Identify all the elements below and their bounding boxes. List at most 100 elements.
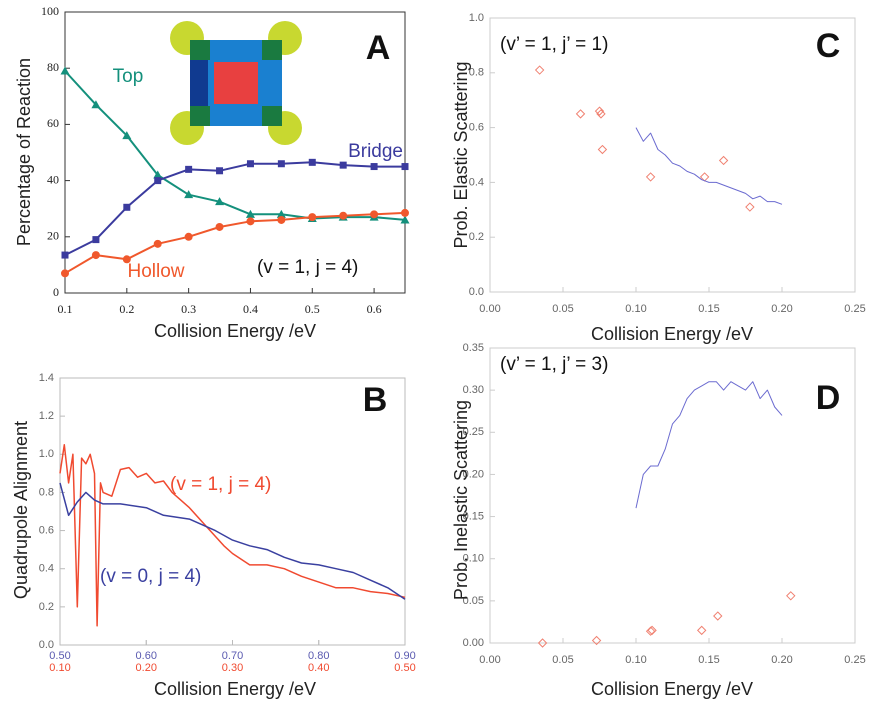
- y-tick-label: 0.10: [463, 553, 484, 565]
- marker: [713, 611, 723, 621]
- series-label: Bridge: [348, 141, 403, 162]
- series-label: Top: [113, 66, 144, 87]
- x-tick-label: 0.1: [58, 302, 73, 316]
- series-line: [635, 381, 783, 509]
- marker: [184, 232, 193, 241]
- marker: [246, 217, 255, 226]
- marker: [277, 160, 285, 168]
- marker: [216, 167, 224, 175]
- marker: [308, 213, 317, 222]
- plot-frame: [489, 347, 856, 644]
- marker: [245, 209, 255, 218]
- y-tick-label: 0.8: [39, 486, 54, 498]
- annotation: (v’ = 1, j’ = 1): [500, 34, 608, 55]
- y-tick-label: 1.0: [39, 448, 54, 460]
- marker: [184, 190, 194, 199]
- marker: [122, 255, 131, 264]
- y-tick-label: 0.4: [469, 176, 484, 188]
- x-tick-label: 0.25: [844, 303, 865, 315]
- y-tick-label: 0.20: [463, 468, 484, 480]
- marker: [370, 210, 379, 219]
- y-tick-label: 20: [47, 229, 59, 243]
- marker: [339, 161, 347, 169]
- x-tick-label: 0.30: [222, 662, 243, 674]
- marker: [645, 172, 656, 182]
- marker: [92, 236, 100, 244]
- y-tick-label: 1.4: [39, 372, 54, 384]
- y-tick-label: 0.35: [463, 342, 484, 354]
- plot-frame: [59, 377, 406, 646]
- x-axis-title: Collision Energy /eV: [154, 321, 316, 341]
- y-tick-label: 0.8: [469, 67, 484, 79]
- series-line: [59, 482, 406, 600]
- x-tick-label: 0.3: [181, 302, 196, 316]
- marker: [596, 109, 606, 119]
- y-tick-label: 0.05: [463, 595, 484, 607]
- marker: [123, 203, 131, 211]
- marker: [718, 155, 729, 166]
- surface-inset: [170, 21, 302, 145]
- marker: [745, 202, 755, 212]
- y-axis-title: Quadrupole Alignment: [11, 421, 31, 599]
- marker: [60, 66, 70, 75]
- marker: [575, 109, 586, 119]
- series-line: [64, 161, 405, 256]
- marker: [153, 170, 163, 179]
- x-tick-label: 0.10: [49, 662, 70, 674]
- series-line: [59, 444, 406, 627]
- annotation: (v = 1, j = 4): [257, 257, 358, 278]
- marker: [61, 269, 69, 278]
- x-axis-title: Collision Energy /eV: [591, 324, 753, 344]
- marker: [61, 251, 69, 259]
- panel-letter: D: [816, 379, 841, 417]
- marker: [537, 638, 548, 648]
- y-tick-label: 0.4: [39, 563, 54, 575]
- plot-frame: [64, 11, 406, 294]
- x-tick-label: 0.50: [394, 662, 415, 674]
- x-tick-label: 0.00: [479, 303, 500, 315]
- panel-letter: C: [816, 27, 841, 65]
- x-tick-label: 0.4: [243, 302, 258, 316]
- series-line: [635, 127, 783, 205]
- y-tick-label: 1.0: [469, 12, 484, 24]
- x-tick-label: 0.15: [698, 303, 719, 315]
- y-tick-label: 60: [47, 116, 59, 130]
- y-axis-title: Prob. Elastic Scattering: [451, 61, 471, 248]
- y-tick-label: 0.6: [39, 524, 54, 536]
- marker: [647, 625, 657, 636]
- marker: [400, 215, 410, 224]
- x-tick-label: 0.6: [367, 302, 382, 316]
- x-tick-label: 0.60: [136, 650, 157, 662]
- x-tick-label: 0.25: [844, 654, 865, 666]
- marker: [370, 163, 378, 171]
- panel-letter: A: [366, 29, 391, 67]
- marker: [215, 222, 224, 231]
- marker: [696, 625, 707, 636]
- marker: [91, 100, 101, 109]
- y-axis-title: Prob. Inelastic Scattering: [451, 400, 471, 600]
- annotation: (v’ = 1, j’ = 3): [500, 354, 608, 375]
- x-tick-label: 0.10: [625, 654, 646, 666]
- x-tick-label: 0.20: [136, 662, 157, 674]
- x-tick-label: 0.80: [308, 650, 329, 662]
- marker: [339, 211, 348, 220]
- marker: [591, 635, 602, 646]
- marker: [308, 158, 316, 166]
- x-tick-label: 0.10: [625, 303, 646, 315]
- y-tick-label: 80: [47, 60, 59, 74]
- x-tick-label: 0.40: [308, 662, 329, 674]
- panel-letter: B: [363, 381, 388, 419]
- x-tick-label: 0.05: [552, 303, 573, 315]
- y-tick-label: 0: [53, 285, 59, 299]
- marker: [154, 177, 162, 185]
- y-tick-label: 100: [41, 4, 59, 18]
- y-axis-title: Percentage of Reaction: [14, 58, 34, 246]
- y-tick-label: 0.15: [463, 510, 484, 522]
- y-tick-label: 0.2: [39, 601, 54, 613]
- plot-frame: [489, 17, 856, 293]
- y-tick-label: 1.2: [39, 410, 54, 422]
- y-tick-label: 0.2: [469, 231, 484, 243]
- marker: [597, 144, 608, 155]
- series-label: Hollow: [127, 261, 184, 282]
